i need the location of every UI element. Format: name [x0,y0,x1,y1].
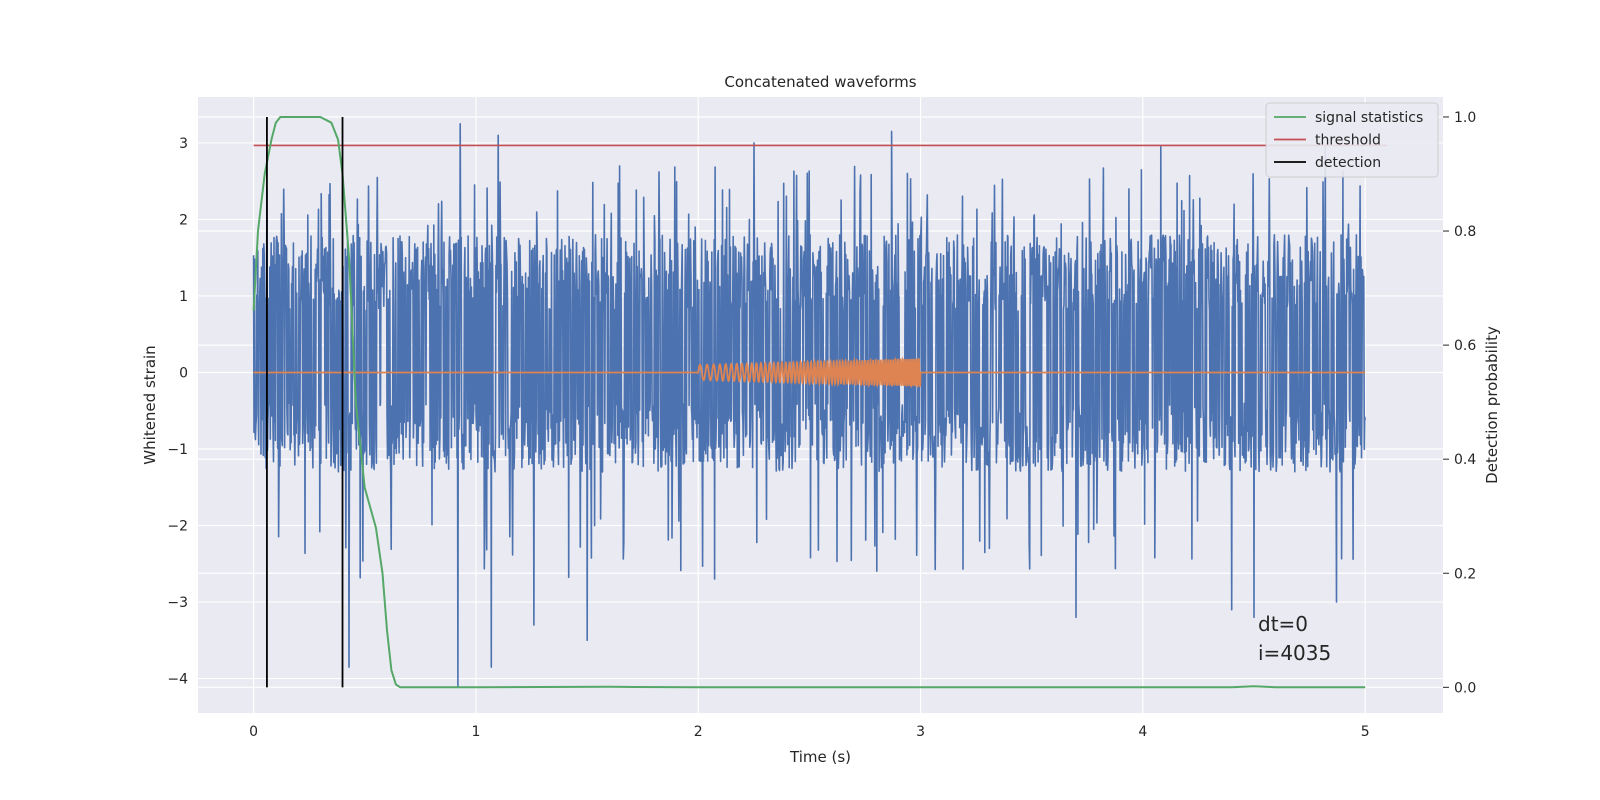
x-tick-label: 0 [249,724,258,740]
x-axis-label: Time (s) [789,748,851,766]
y2-tick-label: 0.6 [1454,338,1476,354]
x-tick-label: 2 [694,724,703,740]
y-tick-label: 2 [179,212,188,228]
legend-frame [1265,102,1439,178]
y2-tick-label: 1.0 [1454,110,1476,126]
y2-tick-label: 0.8 [1454,224,1476,240]
y-tick-label: −3 [167,595,188,611]
y-tick-label: −2 [167,519,188,535]
data-layer [252,116,1388,689]
y2-tick-label: 0.2 [1454,566,1476,582]
annotation-index: i=4035 [1258,641,1331,665]
y2-axis-label: Detection probability [1483,326,1501,484]
signal-statistics-line [252,116,1366,689]
legend-label: threshold [1315,133,1381,149]
x-tick-label: 3 [916,724,925,740]
x-tick-label: 5 [1361,724,1370,740]
ticks: 0 1 2 3 4 5 −4 −3 −2 −1 0 1 2 3 0.0 0.2 0.4 0.6 0.8 1.0 [167,110,1476,740]
y-tick-label: 0 [179,365,188,381]
y-tick-label: 1 [179,289,188,305]
strain-noise-line [252,123,1366,687]
legend-label: signal statistics [1315,110,1423,126]
y-axis-label: Whitened strain [141,345,159,464]
injected-chirp-line [253,356,1366,389]
chart-title: Concatenated waveforms [724,73,916,91]
y-tick-label: −1 [167,442,188,458]
y-tick-label: 3 [179,136,188,152]
annotation: dt=0 i=4035 [1258,612,1331,665]
annotation-dt: dt=0 [1258,612,1308,636]
x-tick-label: 4 [1138,724,1147,740]
x-tick-label: 1 [471,724,480,740]
y-tick-label: −4 [167,672,188,688]
legend-label: detection [1315,155,1381,171]
y2-tick-label: 0.0 [1454,680,1476,696]
legend: signal statistics threshold detection [1265,102,1439,178]
y2-tick-label: 0.4 [1454,452,1476,468]
